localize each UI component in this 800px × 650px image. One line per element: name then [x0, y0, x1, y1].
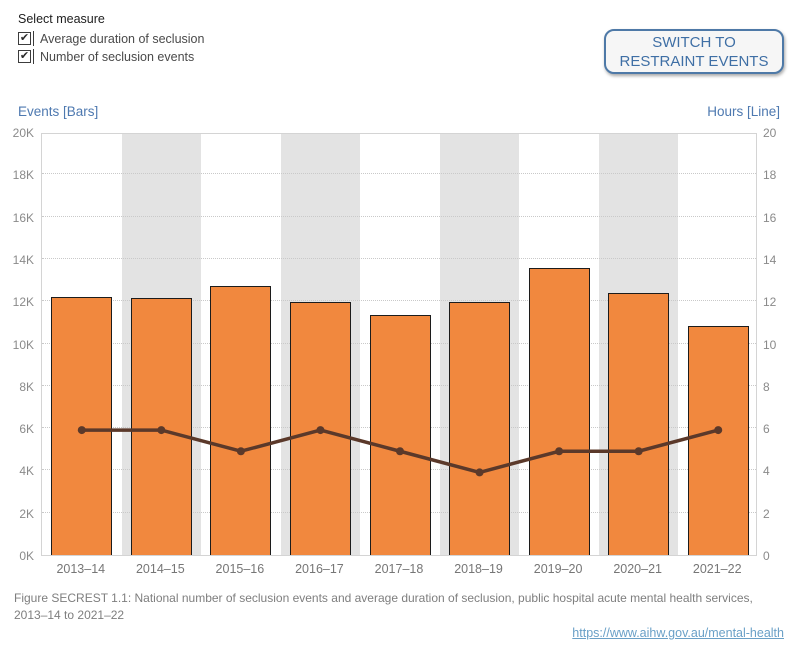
x-tick-2017–18: 2017–18	[374, 562, 424, 576]
checkbox-average-duration[interactable]: ✔ Average duration of seclusion	[18, 30, 204, 47]
y-tick-right: 0	[763, 549, 770, 563]
y-tick-left: 6K	[19, 422, 34, 437]
gridline	[42, 257, 756, 259]
y-tick-right: 20	[763, 126, 777, 140]
x-tick-2020–21: 2020–21	[613, 562, 662, 576]
bar-2013–14[interactable]	[51, 296, 113, 555]
checkbox-checked-icon[interactable]: ✔	[18, 50, 31, 63]
switch-button-line1: SWITCH TO	[652, 33, 736, 51]
bar-2021–22[interactable]	[687, 325, 749, 555]
y-tick-left: 12K	[12, 295, 34, 310]
x-axis-labels: 2013–14 2014–15 2015–16 2016–17 2017–18 2018–…	[41, 562, 757, 580]
line-marker-2018–19[interactable]	[475, 468, 484, 477]
y-tick-left: 20K	[12, 126, 34, 140]
y-tick-left: 10K	[12, 337, 34, 352]
y-tick-right: 8	[763, 379, 770, 394]
y-tick-left: 16K	[12, 210, 34, 225]
line-marker-2014–15[interactable]	[157, 426, 166, 435]
y-tick-left: 4K	[19, 464, 34, 479]
gridline	[42, 215, 756, 217]
checkbox-checked-icon[interactable]: ✔	[18, 32, 31, 45]
plot-area[interactable]	[41, 133, 757, 556]
switch-to-restraint-button[interactable]: SWITCH TO RESTRAINT EVENTS	[604, 29, 784, 74]
x-tick-2016–17: 2016–17	[295, 562, 344, 576]
y-tick-left: 0K	[19, 549, 34, 563]
y-tick-right: 18	[763, 168, 777, 183]
line-marker-2017–18[interactable]	[396, 447, 404, 456]
x-tick-2019–20: 2019–20	[533, 562, 583, 576]
x-tick-2013–14: 2013–14	[56, 562, 106, 576]
line-marker-2015–16[interactable]	[236, 447, 245, 456]
y-tick-right: 14	[763, 252, 777, 267]
left-axis-ticks: 0K 2K 4K 6K 8K 10K 12K 14K 16K 18K 20K	[0, 126, 37, 563]
select-measure-label: Select measure	[18, 12, 105, 26]
line-marker-2016–17[interactable]	[316, 426, 325, 435]
y-tick-left: 14K	[12, 252, 34, 267]
x-tick-2014–15: 2014–15	[135, 562, 185, 576]
y-tick-right: 2	[763, 506, 770, 521]
gridline	[42, 173, 756, 175]
bar-2017–18[interactable]	[369, 314, 431, 555]
y-tick-left: 2K	[19, 506, 34, 521]
y-tick-right: 16	[763, 210, 777, 225]
x-tick-2021–22: 2021–22	[692, 562, 742, 576]
checkbox-label[interactable]: Average duration of seclusion	[40, 31, 205, 46]
checkbox-divider	[33, 49, 34, 64]
bar-2019–20[interactable]	[528, 268, 590, 555]
right-axis-ticks: 0 2 4 6 8 10 12 14 16 18 20	[763, 126, 799, 563]
checkbox-label[interactable]: Number of seclusion events	[40, 49, 195, 64]
figure-caption: Figure SECREST 1.1: National number of s…	[14, 591, 753, 622]
line-marker-2021–22[interactable]	[714, 426, 723, 435]
y-tick-right: 6	[763, 422, 770, 437]
y-tick-left: 8K	[19, 379, 34, 394]
left-axis-title: Events [Bars]	[18, 104, 99, 119]
line-marker-2019–20[interactable]	[555, 447, 564, 456]
y-tick-right: 4	[763, 464, 770, 479]
bar-2015–16[interactable]	[210, 286, 272, 555]
y-tick-right: 12	[763, 295, 777, 310]
line-marker-2020–21[interactable]	[634, 447, 643, 456]
line-marker-2013–14[interactable]	[77, 426, 86, 435]
right-axis-title: Hours [Line]	[707, 104, 780, 119]
checkbox-divider	[33, 31, 34, 46]
x-tick-2015–16: 2015–16	[215, 562, 265, 576]
x-tick-2018–19: 2018–19	[454, 562, 503, 576]
checkbox-seclusion-events[interactable]: ✔ Number of seclusion events	[18, 48, 194, 65]
bar-2020–21[interactable]	[608, 292, 670, 555]
gridline	[42, 300, 756, 302]
source-link[interactable]: https://www.aihw.gov.au/mental-health	[572, 626, 784, 640]
y-tick-right: 10	[763, 337, 777, 352]
y-tick-left: 18K	[12, 168, 34, 183]
switch-button-line2: RESTRAINT EVENTS	[619, 52, 769, 70]
duration-line-layer	[77, 426, 723, 477]
bar-2018–19[interactable]	[449, 302, 511, 555]
